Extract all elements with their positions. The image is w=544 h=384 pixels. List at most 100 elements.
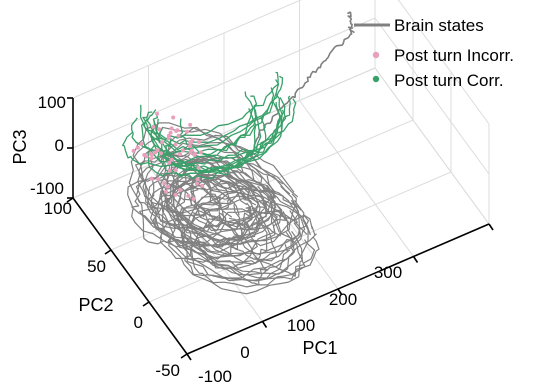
post-turn-incorr-point: [155, 111, 160, 116]
post-turn-incorr-point: [148, 151, 153, 156]
x-axis-tick: [412, 256, 419, 263]
brain-states-trace: [184, 210, 317, 279]
x-tick-label: 300: [374, 263, 402, 282]
legend-label: Post turn Corr.: [394, 71, 504, 90]
y-axis-tick: [180, 353, 188, 359]
y-tick-label: -50: [155, 361, 180, 380]
post-turn-incorr-point: [166, 136, 171, 141]
post-turn-incorr-point: [173, 192, 178, 197]
post-turn-incorr-point: [175, 128, 180, 133]
y-axis-tick: [142, 301, 150, 307]
legend: Brain states Post turn Incorr. Post turn…: [354, 16, 514, 90]
gridline: [148, 171, 452, 303]
post-turn-incorr-point: [191, 196, 196, 201]
brain-states-trace: [167, 187, 306, 265]
post-turn-incorr-point: [149, 156, 154, 161]
brain-states-trace: [190, 209, 316, 288]
post-turn-incorr-point: [185, 129, 189, 134]
gridline: [72, 67, 376, 199]
post-turn-corr-trace: [179, 102, 282, 159]
x-axis-tick: [261, 321, 268, 328]
x-tick-label: 200: [329, 290, 357, 309]
post-turn-incorr-point: [186, 193, 191, 198]
brain-states-trace: [127, 152, 261, 248]
brain-states-trace: [181, 208, 290, 282]
tick-labels: 100 0 -100 100 50 0 -50 -100 0 100 200 3…: [30, 93, 402, 384]
post-turn-incorr-point: [198, 150, 203, 155]
data-traces: [121, 11, 355, 295]
post-turn-incorr-point: [162, 181, 167, 186]
x-tick-label: 0: [240, 343, 249, 362]
post-turn-corr-trace: [139, 91, 254, 156]
post-turn-incorr-point: [160, 140, 165, 145]
axis-labels: PC3 PC2 PC1: [10, 129, 338, 358]
post-turn-corr-trace: [156, 117, 267, 180]
post-turn-corr-trace: [164, 109, 284, 173]
legend-label: Brain states: [394, 16, 484, 35]
post-turn-incorr-point: [180, 148, 185, 153]
post-turn-corr-trace: [142, 71, 279, 141]
brain-states-trace: [177, 165, 259, 232]
post-turn-incorr-point: [167, 168, 172, 173]
y-tick-label: 100: [44, 199, 72, 218]
post-turn-incorr-point: [159, 151, 163, 156]
post-turn-incorr-point: [188, 122, 193, 127]
post-turn-incorr-point: [171, 115, 176, 120]
brain-states-trace: [249, 11, 355, 157]
y-tick-label: 0: [134, 313, 143, 332]
post-turn-incorr-point: [165, 184, 170, 189]
legend-point-swatch: [372, 51, 380, 59]
y-axis-label: PC2: [78, 295, 113, 315]
post-turn-incorr-point: [156, 177, 161, 182]
y-tick-label: 50: [87, 257, 106, 276]
post-turn-incorr-point: [135, 145, 140, 150]
x-axis-tick: [186, 353, 192, 361]
post-turn-incorr-point: [168, 130, 173, 135]
post-turn-corr-trace: [146, 75, 284, 145]
post-turn-incorr-point: [164, 189, 168, 194]
post-turn-corr-trace: [144, 108, 257, 174]
x-axis-label: PC1: [302, 338, 337, 358]
gridline: [72, 17, 376, 149]
gridline: [72, 0, 302, 99]
post-turn-incorr-point: [196, 139, 201, 144]
y-axis-tick: [104, 249, 112, 255]
gridline: [374, 67, 490, 225]
post-turn-corr-trace: [147, 98, 297, 177]
legend-point-swatch: [372, 75, 380, 83]
gridline: [374, 17, 490, 175]
z-tick-label: 0: [55, 136, 64, 155]
brain-states-trace: [165, 127, 273, 231]
post-turn-incorr-point: [157, 127, 162, 132]
post-turn-incorr-point: [149, 176, 154, 181]
post-turn-incorr-point: [167, 160, 172, 165]
post-turn-incorr-point: [151, 124, 156, 129]
z-tick-label: -100: [30, 179, 64, 198]
post-turn-incorr-point: [169, 126, 174, 131]
brain-states-trace: [132, 122, 266, 242]
post-turn-incorr-point: [200, 183, 205, 188]
y-axis-tick: [66, 197, 74, 203]
brain-states-trace: [148, 160, 273, 230]
gridline: [397, 0, 490, 125]
post-turn-incorr-point: [196, 165, 201, 170]
y-axis-line: [72, 197, 188, 355]
post-turn-incorr-point: [173, 168, 178, 173]
legend-label: Post turn Incorr.: [394, 46, 514, 65]
post-turn-corr-trace: [158, 95, 291, 165]
post-turn-incorr-point: [188, 150, 193, 155]
gridline: [299, 100, 414, 257]
post-turn-corr-trace: [131, 79, 280, 155]
post-turn-incorr-point: [169, 157, 174, 162]
post-turn-incorr-point: [195, 177, 200, 182]
x-tick-label: 100: [287, 316, 315, 335]
x-tick-label: -100: [198, 367, 232, 384]
post-turn-incorr-point: [188, 140, 193, 145]
brain-states-trace: [190, 175, 252, 228]
brain-states-trace: [166, 177, 253, 230]
post-turn-incorr-point: [176, 133, 181, 138]
post-turn-incorr-point: [178, 152, 182, 157]
post-turn-incorr-point: [153, 150, 158, 155]
post-turn-incorr-point: [139, 141, 144, 146]
